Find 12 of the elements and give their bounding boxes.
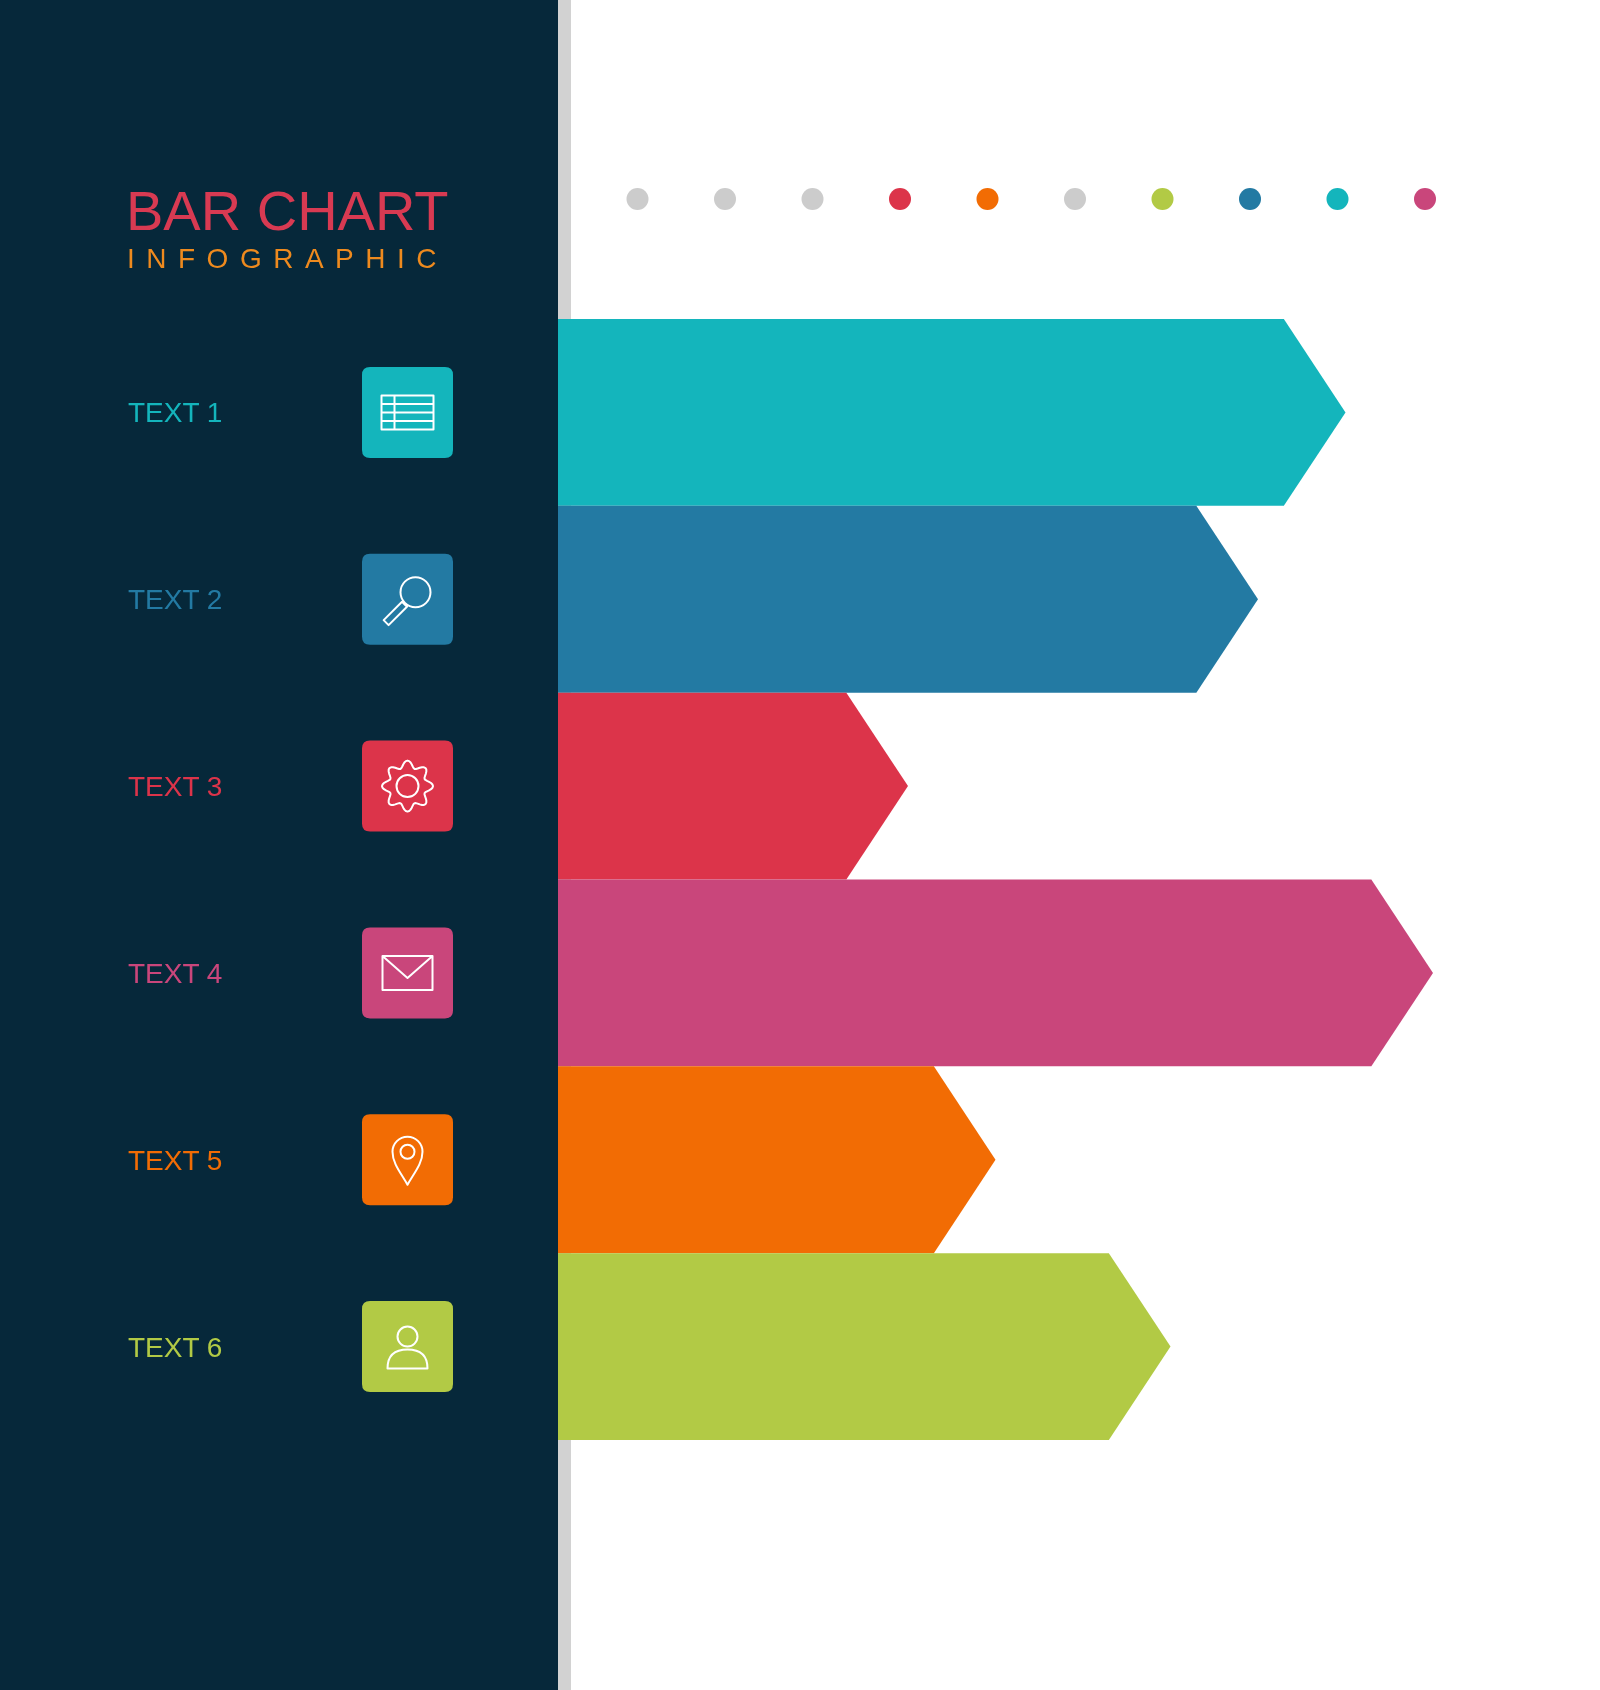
y-tick-label: TEXT 3 xyxy=(128,770,223,802)
chart-title: BAR CHART xyxy=(126,179,449,242)
bar xyxy=(558,505,1258,693)
y-tick-label: TEXT 6 xyxy=(128,1331,223,1363)
bar xyxy=(558,879,1433,1067)
y-tick-label: TEXT 5 xyxy=(128,1144,223,1176)
y-tick-label: TEXT 4 xyxy=(128,957,223,989)
y-tick-label: TEXT 2 xyxy=(128,583,223,615)
text: INFOGRAPHIC xyxy=(127,243,448,274)
bar xyxy=(558,1253,1171,1440)
bar xyxy=(558,319,1346,506)
y-tick-label: TEXT 1 xyxy=(128,396,223,428)
